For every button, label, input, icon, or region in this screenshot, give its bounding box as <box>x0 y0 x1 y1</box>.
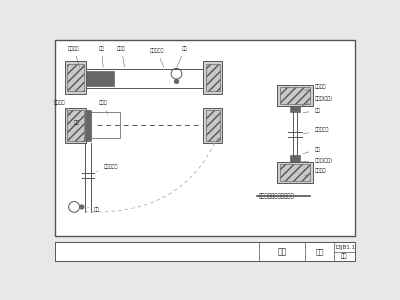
Text: 预制砼闸门: 预制砼闸门 <box>303 128 329 134</box>
Text: 橡皮条(底部): 橡皮条(底部) <box>302 158 332 163</box>
Bar <box>55 40 355 236</box>
Circle shape <box>80 205 84 209</box>
Bar <box>65 108 86 143</box>
Text: 标准普通闸门节点示意图: 标准普通闸门节点示意图 <box>259 194 295 200</box>
Bar <box>65 61 86 94</box>
Bar <box>280 87 310 104</box>
Text: 止流压板: 止流压板 <box>54 100 71 115</box>
Bar <box>206 110 220 141</box>
Bar <box>91 112 120 138</box>
Text: 丰关: 丰关 <box>303 147 320 154</box>
Text: 预制砼闸门: 预制砼闸门 <box>97 164 118 171</box>
Bar <box>204 108 222 143</box>
Text: 丰关: 丰关 <box>303 108 320 113</box>
Text: 止流压板: 止流压板 <box>68 46 80 67</box>
Bar <box>86 71 114 86</box>
Bar <box>290 106 300 112</box>
Text: 13JB1.1: 13JB1.1 <box>334 245 355 250</box>
Text: 石子: 石子 <box>88 207 100 212</box>
Bar <box>204 61 222 94</box>
Text: 门页: 门页 <box>99 46 104 67</box>
Bar <box>277 85 313 106</box>
Circle shape <box>174 80 178 83</box>
Bar <box>280 164 310 181</box>
Text: 页次: 页次 <box>341 254 348 259</box>
Text: 止流压板: 止流压板 <box>305 168 326 176</box>
Bar <box>67 110 84 141</box>
Text: 图名: 图名 <box>277 247 287 256</box>
Text: 橡皮条(顶部): 橡皮条(顶部) <box>302 96 332 106</box>
Text: 止流压板: 止流压板 <box>305 83 326 91</box>
Bar <box>290 155 300 161</box>
Text: 橡皮条: 橡皮条 <box>99 100 108 114</box>
Text: 比例: 比例 <box>316 248 324 255</box>
Bar <box>206 64 220 92</box>
Text: 橡皮条: 橡皮条 <box>117 46 126 67</box>
Text: 石子: 石子 <box>177 46 188 67</box>
Text: 门页: 门页 <box>74 120 89 126</box>
Bar <box>85 110 91 141</box>
Bar <box>67 64 84 92</box>
Text: 预制砼闸门: 预制砼闸门 <box>150 48 164 67</box>
Bar <box>277 161 313 183</box>
Bar <box>55 242 355 261</box>
